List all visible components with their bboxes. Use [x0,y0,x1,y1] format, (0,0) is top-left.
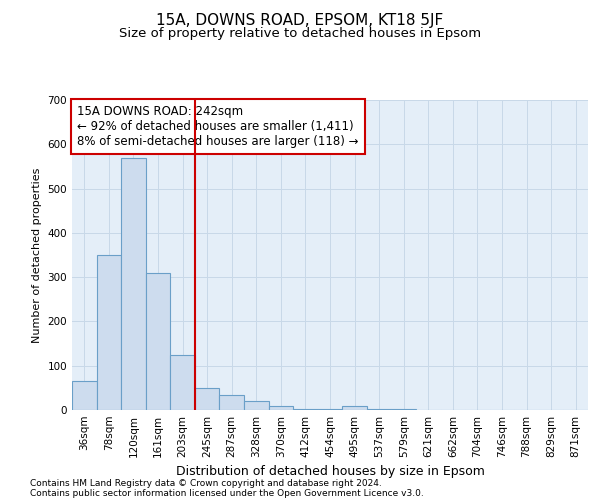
Text: Contains HM Land Registry data © Crown copyright and database right 2024.: Contains HM Land Registry data © Crown c… [30,478,382,488]
Bar [318,408,342,410]
Bar [170,354,195,410]
X-axis label: Distribution of detached houses by size in Epsom: Distribution of detached houses by size … [176,466,484,478]
Bar [244,401,269,410]
Text: 15A DOWNS ROAD: 242sqm
← 92% of detached houses are smaller (1,411)
8% of semi-d: 15A DOWNS ROAD: 242sqm ← 92% of detached… [77,104,359,148]
Bar [97,255,121,410]
Bar [293,408,318,410]
Bar [342,406,367,410]
Bar [391,408,416,410]
Text: Contains public sector information licensed under the Open Government Licence v3: Contains public sector information licen… [30,488,424,498]
Bar [72,381,97,410]
Bar [121,158,146,410]
Bar [269,406,293,410]
Bar [146,272,170,410]
Text: 15A, DOWNS ROAD, EPSOM, KT18 5JF: 15A, DOWNS ROAD, EPSOM, KT18 5JF [157,12,443,28]
Text: Size of property relative to detached houses in Epsom: Size of property relative to detached ho… [119,28,481,40]
Bar [195,388,220,410]
Bar [220,394,244,410]
Bar [367,408,391,410]
Y-axis label: Number of detached properties: Number of detached properties [32,168,42,342]
